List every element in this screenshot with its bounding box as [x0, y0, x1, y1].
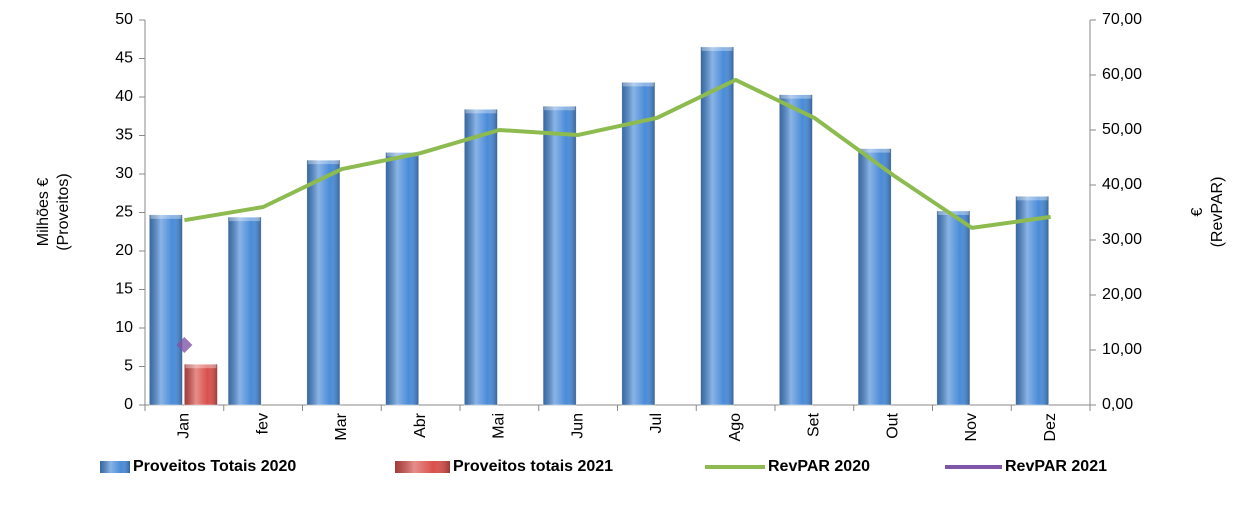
bar	[149, 214, 183, 406]
y-tick-label: 0	[124, 396, 133, 413]
y2-tick-label: 10,00	[1102, 341, 1142, 358]
y2-tick-label: 20,00	[1102, 286, 1142, 303]
x-tick-label: Dez	[1042, 413, 1059, 441]
y-tick-label: 45	[115, 50, 133, 67]
x-tick-label: Mai	[491, 413, 508, 439]
legend-swatch-shine	[100, 461, 130, 473]
bar-cap	[150, 214, 182, 219]
x-tick-label: Nov	[963, 413, 980, 441]
point	[176, 337, 193, 354]
bar-shine	[464, 109, 498, 405]
bar-cap	[185, 364, 217, 369]
y-tick-label: 10	[115, 319, 133, 336]
y-tick-label: 15	[115, 281, 133, 298]
bar-shine	[543, 106, 577, 406]
y-axis-label: (Proveitos)	[55, 173, 72, 250]
bar	[857, 148, 892, 406]
x-tick-label: Mar	[333, 412, 350, 440]
legend-swatch-shine	[395, 461, 450, 473]
bar-shine	[779, 94, 813, 405]
line	[184, 77, 1051, 230]
y2-tick-label: 60,00	[1102, 66, 1142, 83]
y-tick-label: 50	[115, 11, 133, 28]
bar	[542, 105, 577, 406]
x-tick-label: Abr	[412, 412, 429, 438]
bar-cap	[780, 94, 812, 99]
bar-cap	[701, 46, 733, 51]
x-tick-label: Jan	[176, 413, 193, 439]
bar	[385, 152, 419, 406]
y2-axis-label: (RevPAR)	[1209, 177, 1226, 248]
y2-tick-label: 70,00	[1102, 11, 1142, 28]
bar-cap	[859, 148, 891, 153]
bar	[621, 82, 656, 406]
y2-tick-label: 50,00	[1102, 121, 1142, 138]
legend-label: RevPAR 2021	[1005, 458, 1107, 475]
x-tick-label: Set	[806, 412, 823, 437]
bar	[700, 46, 734, 406]
bar-shine	[858, 148, 892, 405]
bar-cap	[386, 152, 418, 157]
x-tick-label: Jun	[569, 413, 586, 439]
bar	[1015, 196, 1049, 406]
bar-shine	[385, 152, 419, 405]
y-tick-label: 20	[115, 242, 133, 259]
bar-shine	[700, 46, 734, 405]
bar-shine	[228, 217, 262, 405]
bar-shine	[184, 364, 218, 405]
bar	[227, 216, 262, 406]
y-tick-label: 40	[115, 88, 133, 105]
bar-cap	[307, 160, 339, 165]
bar-cap	[937, 210, 969, 215]
x-tick-label: Out	[884, 412, 901, 438]
y-axis-label: Milhões €	[35, 178, 52, 247]
y-tick-label: 35	[115, 127, 133, 144]
y-tick-label: 5	[124, 358, 133, 375]
bar-shine	[1015, 196, 1049, 405]
y2-tick-label: 0,00	[1102, 396, 1133, 413]
bar-cap	[544, 106, 576, 111]
bar-cap	[465, 109, 497, 114]
bar-shine	[306, 160, 340, 405]
bar-shine	[936, 210, 970, 405]
legend-label: Proveitos Totais 2020	[133, 458, 296, 475]
bar-cap	[229, 217, 261, 222]
bar-cap	[622, 82, 654, 87]
legend-label: RevPAR 2020	[768, 458, 870, 475]
bar	[184, 363, 218, 406]
y-tick-label: 25	[115, 204, 133, 221]
bar-cap	[1016, 196, 1048, 201]
bar	[936, 210, 971, 406]
y2-tick-label: 30,00	[1102, 231, 1142, 248]
y2-axis-label: €	[1189, 207, 1206, 216]
x-tick-label: Jul	[648, 413, 665, 433]
legend-label: Proveitos totais 2021	[453, 458, 613, 475]
bar-shine	[621, 82, 655, 406]
x-tick-label: Ago	[727, 413, 744, 442]
y-tick-label: 30	[115, 165, 133, 182]
bar	[464, 109, 498, 406]
bar	[779, 94, 813, 406]
bar	[306, 159, 341, 406]
bar-shine	[149, 214, 183, 405]
x-tick-label: fev	[254, 413, 271, 434]
y2-tick-label: 40,00	[1102, 176, 1142, 193]
